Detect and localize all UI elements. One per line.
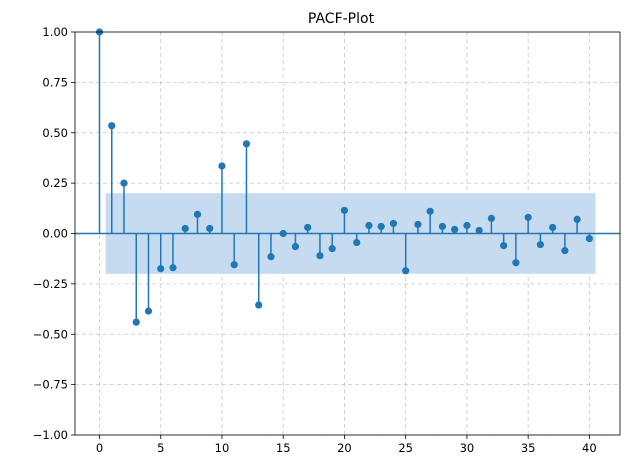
y-tick-label-0: −1.00 bbox=[33, 428, 68, 442]
x-tick-label-15: 15 bbox=[276, 441, 291, 455]
y-tick-label-5: 0.25 bbox=[42, 176, 68, 190]
marker-23 bbox=[377, 222, 385, 231]
marker-15 bbox=[279, 229, 287, 238]
marker-13 bbox=[255, 301, 263, 309]
marker-28 bbox=[438, 222, 447, 231]
x-tick-label-0: 0 bbox=[96, 441, 103, 455]
marker-37 bbox=[549, 223, 557, 232]
y-tick-label-4: 0.00 bbox=[42, 227, 68, 241]
x-tick-label-25: 25 bbox=[398, 441, 413, 455]
marker-6 bbox=[169, 264, 177, 272]
marker-40 bbox=[585, 234, 593, 243]
x-tick-label-40: 40 bbox=[582, 441, 597, 455]
marker-17 bbox=[304, 223, 312, 232]
marker-27 bbox=[426, 207, 434, 215]
marker-21 bbox=[353, 238, 361, 247]
marker-34 bbox=[512, 259, 520, 267]
marker-8 bbox=[193, 210, 202, 218]
marker-18 bbox=[316, 252, 324, 260]
marker-26 bbox=[414, 220, 422, 229]
marker-3 bbox=[132, 318, 140, 326]
marker-29 bbox=[451, 225, 459, 234]
marker-1 bbox=[108, 122, 116, 130]
y-tick-label-2: −0.50 bbox=[33, 327, 68, 341]
marker-11 bbox=[230, 261, 238, 269]
marker-31 bbox=[475, 226, 483, 235]
y-tick-label-3: −0.25 bbox=[33, 277, 68, 291]
marker-24 bbox=[389, 219, 398, 228]
marker-22 bbox=[365, 221, 373, 230]
y-tick-label-6: 0.50 bbox=[42, 126, 68, 140]
y-tick-label-8: 1.00 bbox=[42, 25, 68, 39]
marker-33 bbox=[500, 241, 508, 250]
marker-12 bbox=[242, 140, 251, 148]
marker-20 bbox=[340, 206, 349, 214]
x-axis-ticks: 0 5 10 15 20 25 30 35 40 bbox=[96, 435, 597, 455]
x-tick-label-10: 10 bbox=[215, 441, 230, 455]
marker-38 bbox=[561, 247, 569, 255]
marker-10 bbox=[218, 162, 226, 170]
marker-7 bbox=[181, 224, 189, 233]
markers bbox=[95, 28, 593, 326]
marker-4 bbox=[144, 307, 153, 315]
marker-39 bbox=[573, 215, 581, 223]
marker-25 bbox=[402, 267, 410, 275]
x-tick-label-35: 35 bbox=[521, 441, 536, 455]
marker-19 bbox=[328, 245, 336, 253]
marker-5 bbox=[157, 265, 165, 273]
marker-36 bbox=[536, 240, 544, 249]
y-tick-label-7: 0.75 bbox=[42, 75, 68, 89]
marker-16 bbox=[291, 242, 300, 251]
y-axis-ticks: −1.00 −0.75 −0.50 −0.25 0.00 0.25 0.50 0.75 1.00 bbox=[33, 25, 75, 442]
x-tick-label-20: 20 bbox=[337, 441, 352, 455]
chart-title: PACF-Plot bbox=[308, 11, 375, 27]
marker-2 bbox=[120, 179, 128, 187]
marker-32 bbox=[487, 214, 496, 222]
marker-9 bbox=[206, 224, 214, 233]
x-tick-label-5: 5 bbox=[157, 441, 164, 455]
marker-14 bbox=[267, 253, 275, 261]
x-tick-label-30: 30 bbox=[460, 441, 475, 455]
marker-30 bbox=[463, 221, 471, 230]
y-tick-label-1: −0.75 bbox=[33, 378, 68, 392]
marker-35 bbox=[524, 213, 532, 221]
